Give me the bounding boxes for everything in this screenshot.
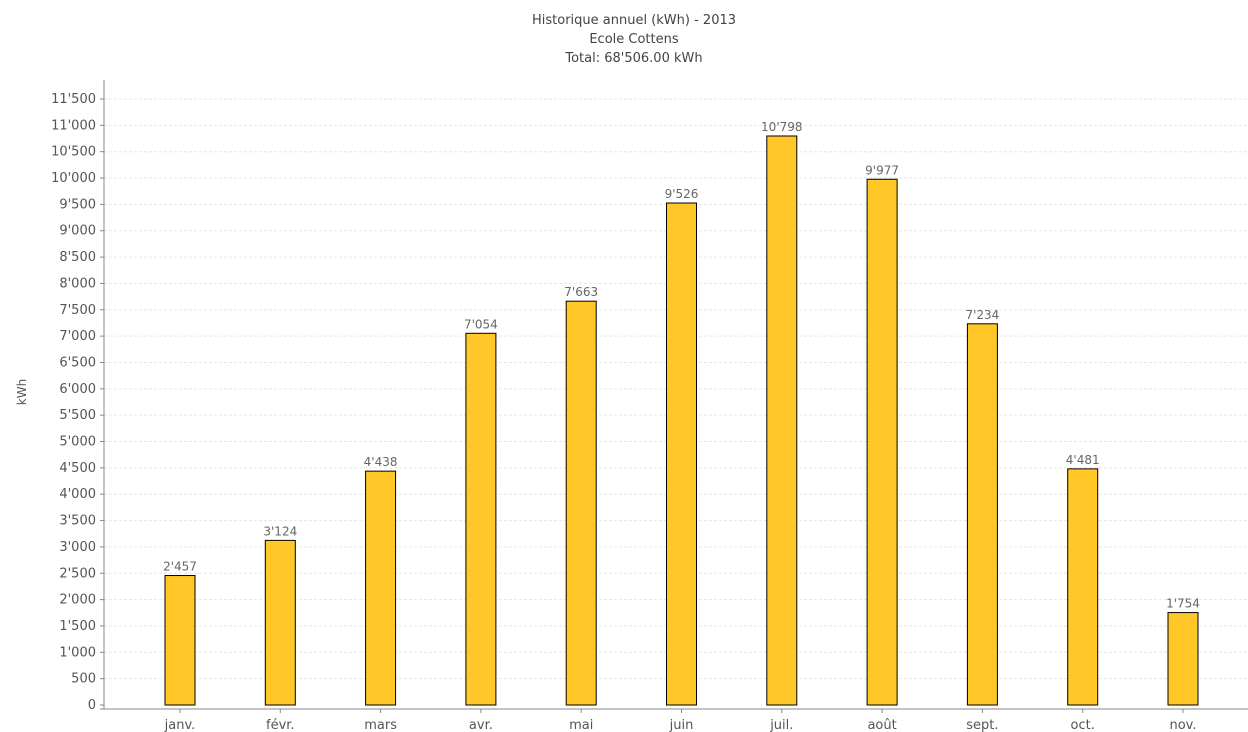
x-tick-label: nov. — [1169, 718, 1196, 732]
bar — [866, 178, 898, 706]
bar-value-label: 9'977 — [865, 163, 899, 177]
bar-value-label: 4'438 — [364, 455, 398, 469]
bar — [264, 539, 296, 706]
bar — [565, 300, 597, 706]
bars: 2'457 3'124 4'438 7'054 7'663 9'526 10'798 9'97… — [163, 120, 1200, 706]
y-tick-label: 5'000 — [59, 435, 96, 450]
y-tick-label: 4'500 — [59, 461, 96, 476]
chart-total: Total: 68'506.00 kWh — [564, 51, 702, 66]
x-tick-label: oct. — [1071, 718, 1095, 732]
y-tick-label: 500 — [71, 672, 96, 687]
bar-value-label: 7'663 — [564, 285, 598, 299]
y-tick-label: 7'000 — [59, 329, 96, 344]
y-tick-label: 10'000 — [51, 171, 96, 186]
y-axis-label: kWh — [15, 379, 29, 405]
bar-value-label: 7'234 — [965, 308, 999, 322]
bar — [666, 202, 697, 706]
y-tick-label: 5'500 — [59, 408, 96, 423]
bar-value-label: 1'754 — [1166, 597, 1200, 611]
bar — [966, 323, 998, 706]
x-tick-label: févr. — [266, 718, 295, 732]
y-tick-label: 2'000 — [59, 593, 96, 608]
y-tick-label: 8'000 — [59, 276, 96, 291]
x-tick-label: sept. — [966, 718, 998, 732]
bar-value-label: 10'798 — [761, 120, 802, 134]
y-tick-label: 9'000 — [59, 224, 96, 239]
tick-labels: 0 500 1'000 1'500 2'000 2'500 3'000 3'500 4'000 4… — [51, 92, 1196, 732]
y-tick-label: 9'500 — [59, 197, 96, 212]
bar-value-label: 3'124 — [263, 524, 297, 538]
bar-value-label: 4'481 — [1066, 453, 1100, 467]
y-tick-label: 2'500 — [59, 566, 96, 581]
y-tick-label: 3'500 — [59, 514, 96, 529]
bar — [1167, 612, 1199, 706]
y-tick-label: 7'500 — [59, 303, 96, 318]
y-tick-label: 1'000 — [59, 645, 96, 660]
x-tick-label: mai — [569, 718, 593, 732]
bar-value-label: 7'054 — [464, 317, 498, 331]
x-tick-label: avr. — [469, 718, 493, 732]
x-tick-label: juil. — [769, 718, 793, 732]
y-tick-label: 0 — [88, 698, 96, 713]
y-tick-label: 10'500 — [51, 145, 96, 160]
x-tick-label: août — [867, 718, 896, 732]
bar — [1067, 468, 1099, 706]
x-tick-label: mars — [364, 718, 397, 732]
axes — [100, 80, 1248, 713]
y-tick-label: 11'500 — [51, 92, 96, 107]
bar — [365, 470, 397, 706]
y-tick-label: 3'000 — [59, 540, 96, 555]
chart-subtitle: Ecole Cottens — [589, 32, 679, 47]
bar — [164, 575, 196, 706]
bar — [465, 332, 497, 706]
y-tick-label: 4'000 — [59, 487, 96, 502]
bar — [766, 135, 798, 706]
y-tick-label: 11'000 — [51, 118, 96, 133]
y-tick-label: 6'000 — [59, 382, 96, 397]
x-tick-label: janv. — [164, 718, 196, 732]
y-tick-label: 8'500 — [59, 250, 96, 265]
y-tick-label: 1'500 — [59, 619, 96, 634]
bar-value-label: 2'457 — [163, 560, 197, 574]
chart-title: Historique annuel (kWh) - 2013 — [532, 13, 736, 28]
y-tick-label: 6'500 — [59, 355, 96, 370]
x-tick-label: juin — [669, 718, 694, 732]
bar-value-label: 9'526 — [665, 187, 699, 201]
